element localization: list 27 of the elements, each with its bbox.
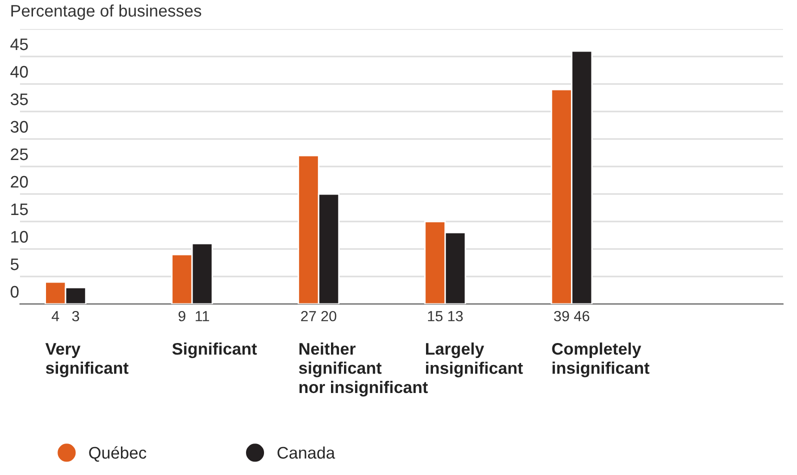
y-tick-label: 5 bbox=[10, 258, 19, 270]
data-label: 13 bbox=[448, 310, 463, 322]
y-tick-label: 20 bbox=[10, 176, 28, 188]
legend-label: Canada bbox=[278, 446, 336, 459]
y-tick-label: 25 bbox=[10, 148, 28, 160]
data-label: 9 bbox=[178, 310, 186, 322]
y-tick-label: 10 bbox=[11, 230, 28, 243]
data-label: 27 bbox=[301, 310, 316, 322]
y-tick-label: 30 bbox=[10, 120, 28, 133]
y-axis-title: Percentage of businesses bbox=[11, 4, 202, 20]
data-label: 15 bbox=[428, 311, 443, 322]
y-tick-label: 15 bbox=[11, 204, 28, 216]
x-tick-label: Largely insignificant bbox=[426, 342, 523, 378]
data-label: 20 bbox=[321, 310, 336, 322]
data-label: 4 bbox=[52, 311, 60, 322]
y-tick-label: 0 bbox=[10, 286, 19, 298]
data-label: 3 bbox=[72, 310, 80, 322]
y-tick-label: 40 bbox=[10, 66, 28, 78]
x-tick-label: Significant bbox=[172, 342, 257, 358]
data-label: 11 bbox=[196, 311, 210, 322]
x-tick-label: Very significant bbox=[45, 343, 128, 378]
data-label: 39 bbox=[554, 310, 569, 322]
data-label: 46 bbox=[574, 310, 590, 322]
y-tick-label: 45 bbox=[10, 38, 28, 50]
y-tick-label: 35 bbox=[10, 93, 28, 106]
legend-label: Québec bbox=[89, 446, 146, 462]
x-tick-label: Completely insignificant bbox=[552, 342, 650, 378]
